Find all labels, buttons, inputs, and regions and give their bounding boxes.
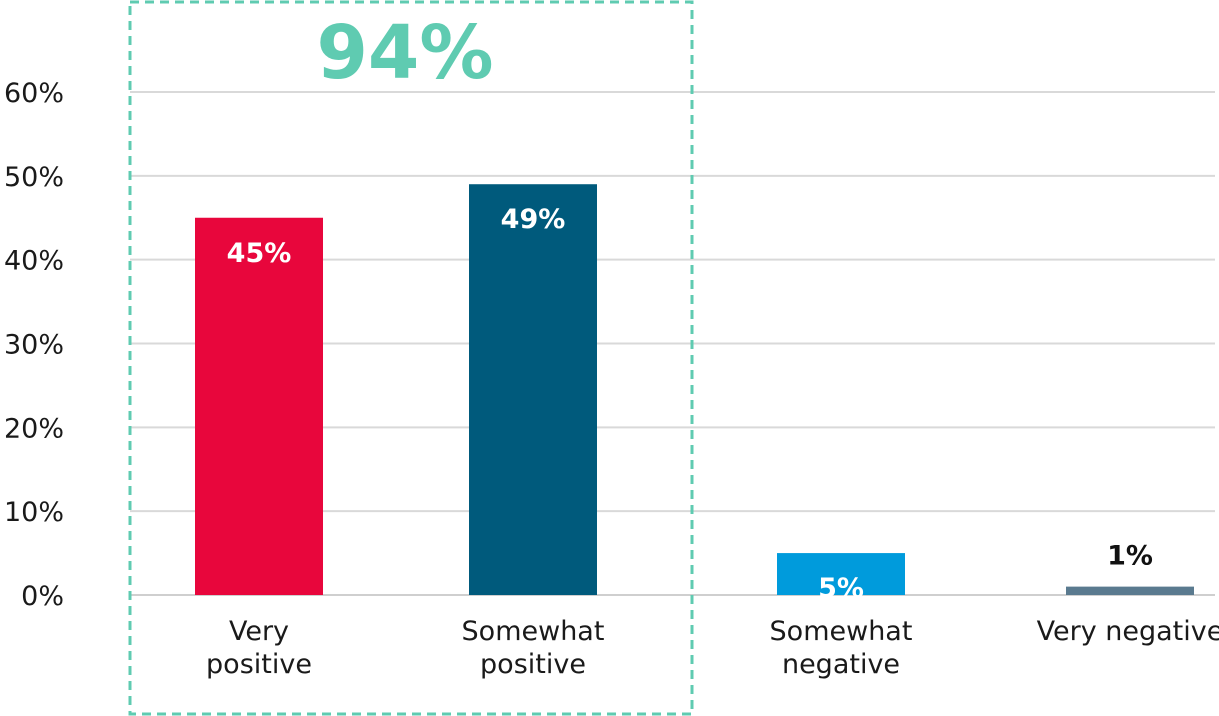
- highlight-box: [128, 0, 694, 716]
- y-tick-label: 20%: [4, 413, 64, 444]
- highlight-total-label: 94%: [316, 10, 493, 96]
- category-label: Somewhat positive: [462, 616, 605, 680]
- data-label: 5%: [818, 573, 864, 604]
- data-label: 49%: [501, 204, 566, 235]
- y-tick-label: 30%: [4, 330, 64, 361]
- y-tick-label: 50%: [4, 162, 64, 193]
- data-label: 45%: [227, 238, 292, 269]
- y-tick-label: 40%: [4, 246, 64, 277]
- bar: [1066, 586, 1194, 595]
- data-label: 1%: [1107, 541, 1153, 572]
- y-axis-ticks: 0% 10% 20% 30% 40% 50% 60%: [4, 78, 64, 612]
- category-label: Somewhat negative: [770, 616, 913, 680]
- x-axis-categories: Very positive Somewhat positive Somewhat nega…: [206, 616, 1219, 680]
- bar: [469, 184, 597, 595]
- y-tick-label: 0%: [21, 581, 64, 612]
- category-label: Very negative: [1037, 616, 1219, 647]
- y-tick-label: 10%: [4, 497, 64, 528]
- bars: 45% 49% 5% 1%: [195, 184, 1194, 604]
- bar: [195, 217, 323, 595]
- bar: [777, 553, 905, 595]
- y-tick-label: 60%: [4, 78, 64, 109]
- category-label: Very positive: [206, 616, 312, 680]
